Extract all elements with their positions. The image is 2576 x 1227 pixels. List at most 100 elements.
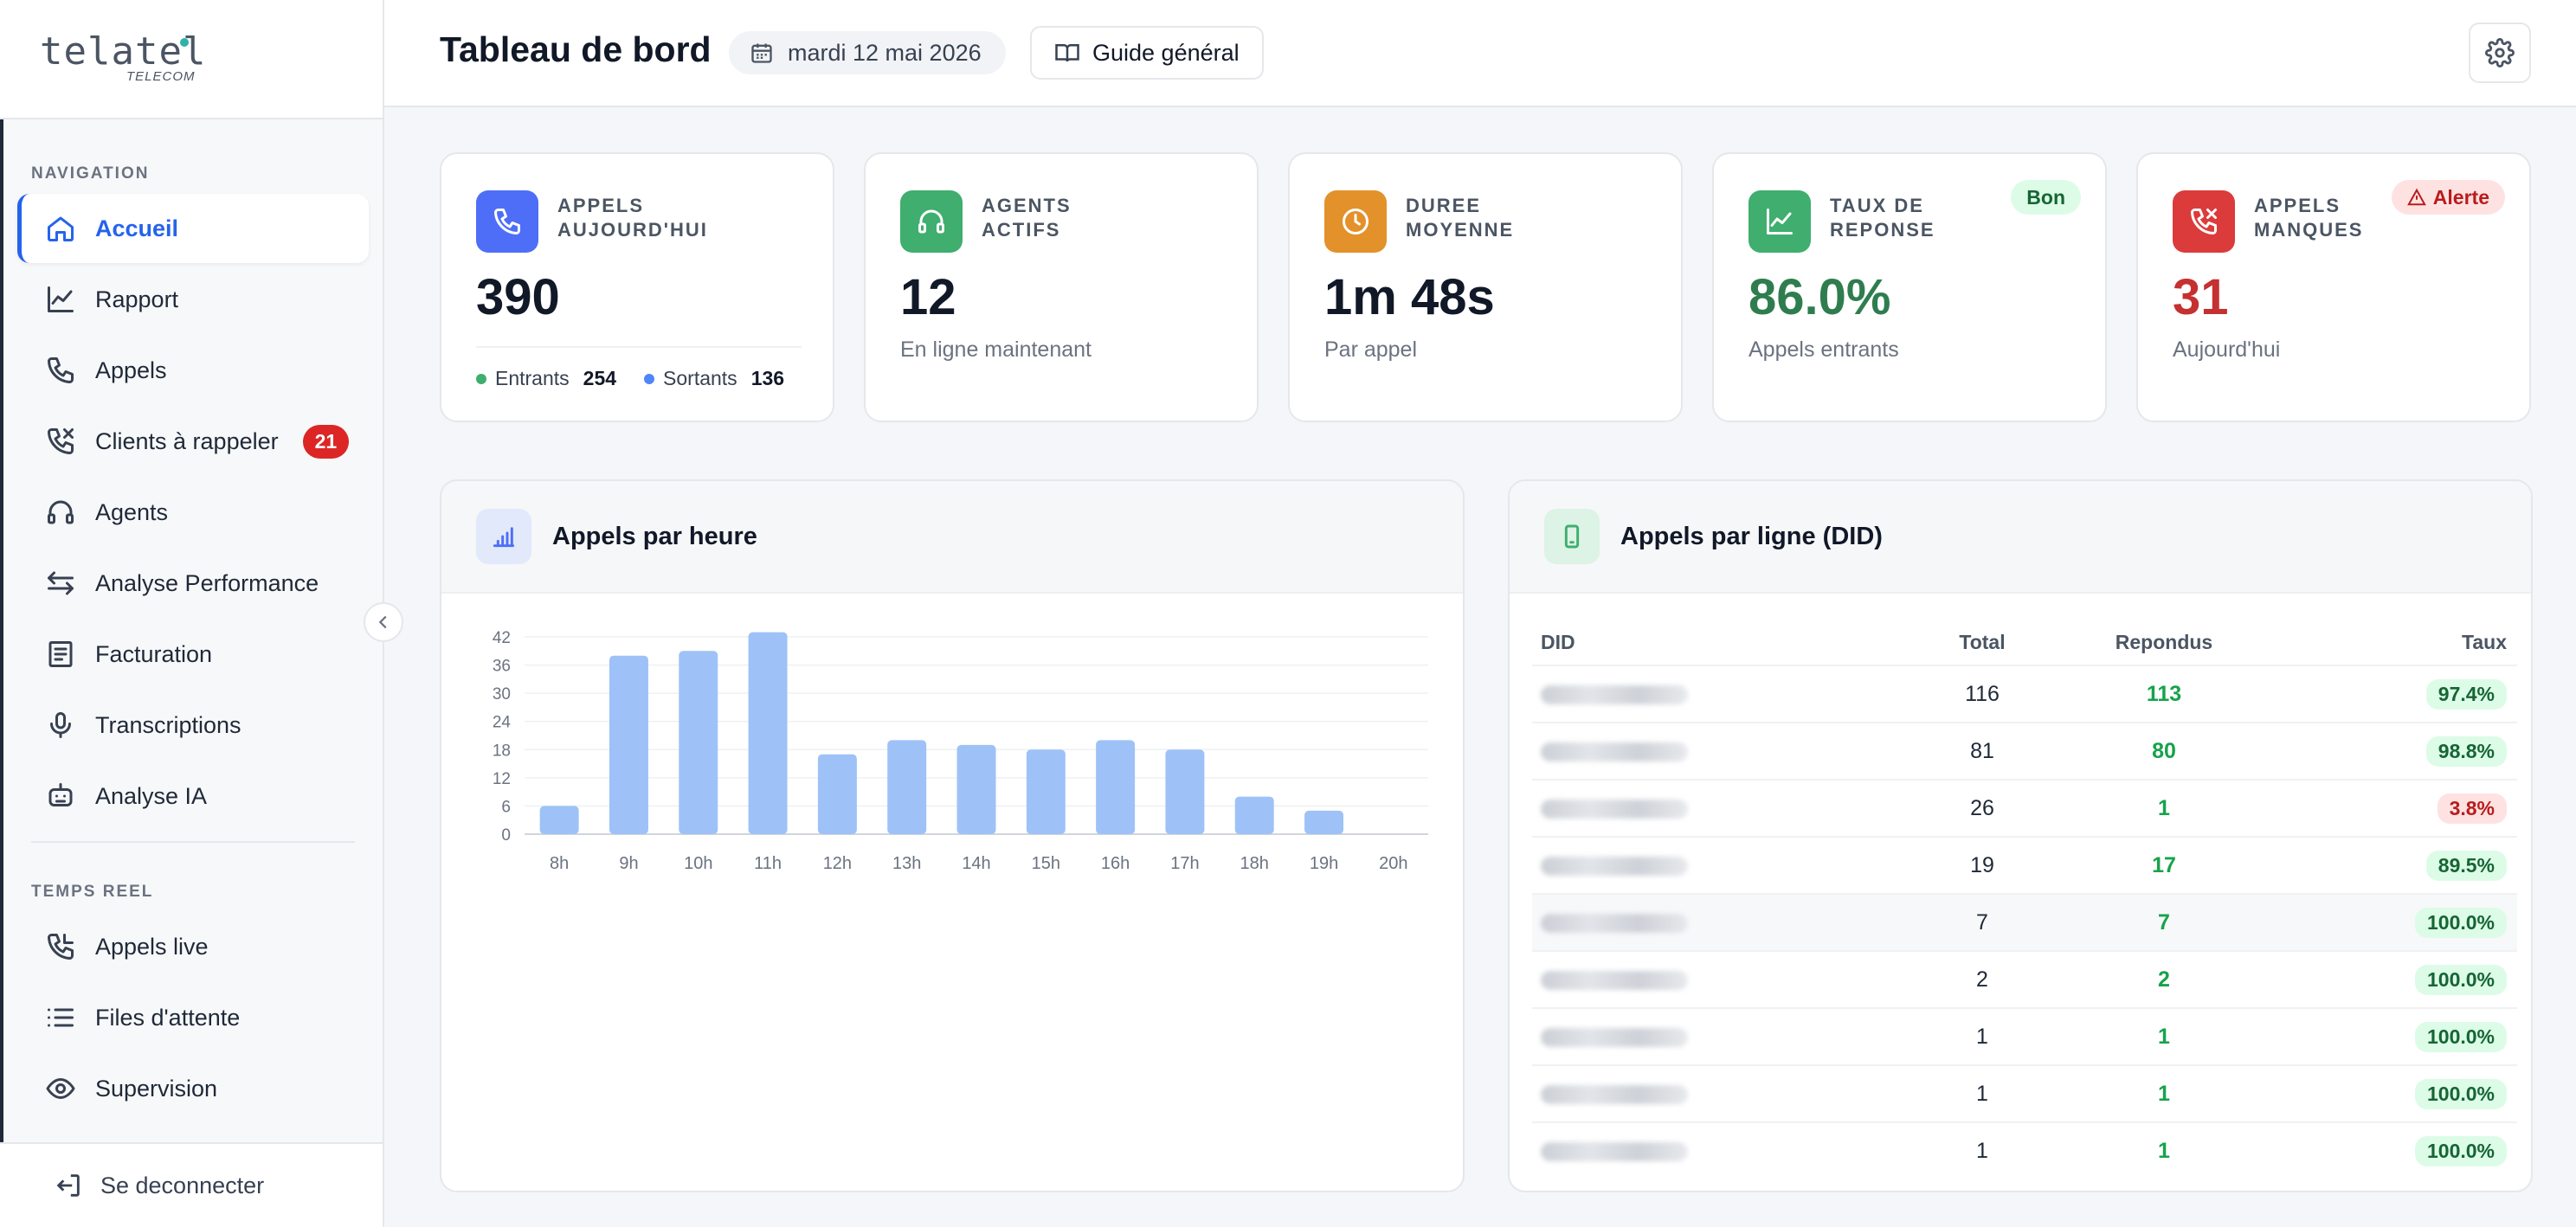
y-tick-label: 0: [501, 826, 511, 845]
outgoing-dot-icon: [644, 373, 655, 384]
bar-8h: [539, 806, 579, 834]
table-row[interactable]: 26 1 3.8%: [1532, 779, 2517, 836]
did-number-redacted: [1532, 1082, 1896, 1107]
hourly-calls-panel: Appels par heure 0 6 12 18 24 30 36 42 8h 9h 10h 11…: [440, 479, 1465, 1192]
did-number-redacted: [1532, 910, 1896, 935]
sidebar-item-agents[interactable]: Agents: [17, 478, 369, 547]
kpi-label: APPELS AUJOURD'HUI: [557, 195, 708, 241]
cell-total: 1: [1976, 1138, 1988, 1163]
hourly-bar-chart: 0 6 12 18 24 30 36 42 8h 9h 10h 11h 12h 13h 14h 15h 16h 1…: [493, 629, 1428, 873]
collapse-sidebar-button[interactable]: [364, 602, 403, 642]
logout-button[interactable]: Se deconnecter: [0, 1142, 383, 1227]
x-tick-label: 11h: [754, 854, 782, 873]
sidebar-item-label: Appels live: [95, 933, 209, 960]
kpi-sub: Appels entrants: [1748, 337, 1899, 362]
warning-icon: [2406, 188, 2426, 206]
x-tick-label: 14h: [962, 854, 990, 873]
column-repondus[interactable]: Repondus: [2115, 630, 2213, 653]
kpi-card-missed-calls: APPELS MANQUES Alerte 31 Aujourd'hui: [2136, 152, 2531, 422]
sidebar-item-label: Analyse IA: [95, 782, 208, 809]
cell-total: 1: [1976, 1024, 1988, 1049]
y-tick-label: 18: [493, 742, 511, 760]
table-row[interactable]: 1 1 100.0%: [1532, 1064, 2517, 1121]
table-row[interactable]: 2 2 100.0%: [1532, 950, 2517, 1007]
sidebar-item-label: Transcriptions: [95, 711, 242, 738]
outgoing-value: 136: [750, 367, 785, 389]
sidebar-item-transcriptions[interactable]: Transcriptions: [17, 691, 369, 760]
column-did[interactable]: DID: [1541, 630, 1575, 653]
rate-pill: 100.0%: [2414, 964, 2507, 995]
callback-count-badge: 21: [302, 424, 350, 459]
guide-button[interactable]: Guide général: [1030, 26, 1264, 80]
sidebar-item-rapport[interactable]: Rapport: [17, 265, 369, 334]
phone-icon: [476, 190, 538, 253]
table-row[interactable]: 7 7 100.0%: [1532, 893, 2517, 950]
outgoing-label: Sortants: [663, 367, 737, 389]
sidebar-item-accueil[interactable]: Accueil: [17, 194, 369, 263]
robot-icon: [45, 781, 76, 812]
table-row[interactable]: 19 17 89.5%: [1532, 836, 2517, 893]
cell-repondus: 17: [2152, 852, 2176, 877]
logout-icon: [56, 1174, 80, 1197]
sidebar-divider: [31, 841, 355, 843]
rate-pill: 97.4%: [2425, 678, 2507, 710]
table-row[interactable]: 116 113 97.4%: [1532, 665, 2517, 722]
did-number-redacted: [1532, 682, 1896, 707]
y-tick-label: 30: [493, 685, 511, 703]
x-tick-label: 12h: [823, 854, 852, 873]
logo[interactable]: telatel TELECOM: [0, 0, 383, 119]
sidebar-item-label: Accueil: [95, 215, 179, 241]
cell-taux: 3.8%: [2259, 793, 2517, 824]
book-icon: [1055, 44, 1079, 62]
cell-taux: 100.0%: [2259, 1078, 2517, 1109]
sidebar-item-appels-live[interactable]: Appels live: [17, 912, 369, 981]
sidebar-item-label: Rapport: [95, 286, 179, 312]
cell-taux: 100.0%: [2259, 964, 2517, 995]
table-row[interactable]: 1 1 100.0%: [1532, 1007, 2517, 1064]
calls-split: Entrants 254 Sortants 136: [476, 367, 812, 390]
arrows-icon: [45, 568, 76, 599]
sidebar-item-supervision[interactable]: Supervision: [17, 1054, 369, 1123]
rate-pill: 100.0%: [2414, 1078, 2507, 1109]
sidebar-item-appels[interactable]: Appels: [17, 336, 369, 405]
table-row[interactable]: 81 80 98.8%: [1532, 722, 2517, 779]
cell-total: 81: [1970, 738, 1994, 763]
did-number-redacted: [1532, 739, 1896, 764]
chevron-left-icon: [378, 615, 387, 629]
kpi-value: 12: [900, 269, 956, 325]
table-header: DID Total Repondus Taux: [1532, 620, 2517, 665]
bar-17h: [1165, 749, 1205, 834]
date-text: mardi 12 mai 2026: [788, 39, 982, 66]
line-chart-icon: [1748, 190, 1811, 253]
cell-taux: 89.5%: [2259, 850, 2517, 881]
settings-button[interactable]: [2469, 22, 2531, 83]
section-label-temps-reel: TEMPS REEL: [31, 883, 154, 901]
page-title: Tableau de bord: [440, 29, 712, 69]
sidebar-item-analyse-ia[interactable]: Analyse IA: [17, 761, 369, 831]
smartphone-icon: [1544, 509, 1600, 564]
sidebar-item-facturation[interactable]: Facturation: [17, 620, 369, 689]
phone-missed-icon: [2173, 190, 2235, 253]
home-icon: [45, 213, 76, 244]
sidebar-item-analyse-performance[interactable]: Analyse Performance: [17, 549, 369, 618]
panel-header: Appels par ligne (DID): [1510, 481, 2531, 594]
y-tick-label: 12: [493, 770, 511, 788]
table-row[interactable]: 1 1 100.0%: [1532, 1121, 2517, 1179]
column-total[interactable]: Total: [1959, 630, 2006, 653]
x-tick-label: 9h: [619, 854, 638, 873]
sidebar-item-clients-a-rappeler[interactable]: Clients à rappeler 21: [17, 407, 369, 476]
calendar-icon: [751, 43, 772, 63]
status-badge-good: Bon: [2011, 180, 2081, 215]
line-chart-icon: [45, 284, 76, 315]
phone-incoming-icon: [45, 931, 76, 962]
panel-title: Appels par ligne (DID): [1620, 522, 1883, 550]
kpi-card-avg-duration: DUREE MOYENNE 1m 48s Par appel: [1288, 152, 1683, 422]
panel-header: Appels par heure: [441, 481, 1463, 594]
brand-name: telatel: [40, 29, 207, 74]
column-taux[interactable]: Taux: [2462, 630, 2507, 653]
cell-total: 19: [1970, 852, 1994, 877]
bar-18h: [1234, 796, 1274, 834]
kpi-label: APPELS MANQUES: [2254, 195, 2364, 241]
sidebar-item-files-d-attente[interactable]: Files d'attente: [17, 983, 369, 1052]
sidebar-item-label: Agents: [95, 498, 169, 525]
